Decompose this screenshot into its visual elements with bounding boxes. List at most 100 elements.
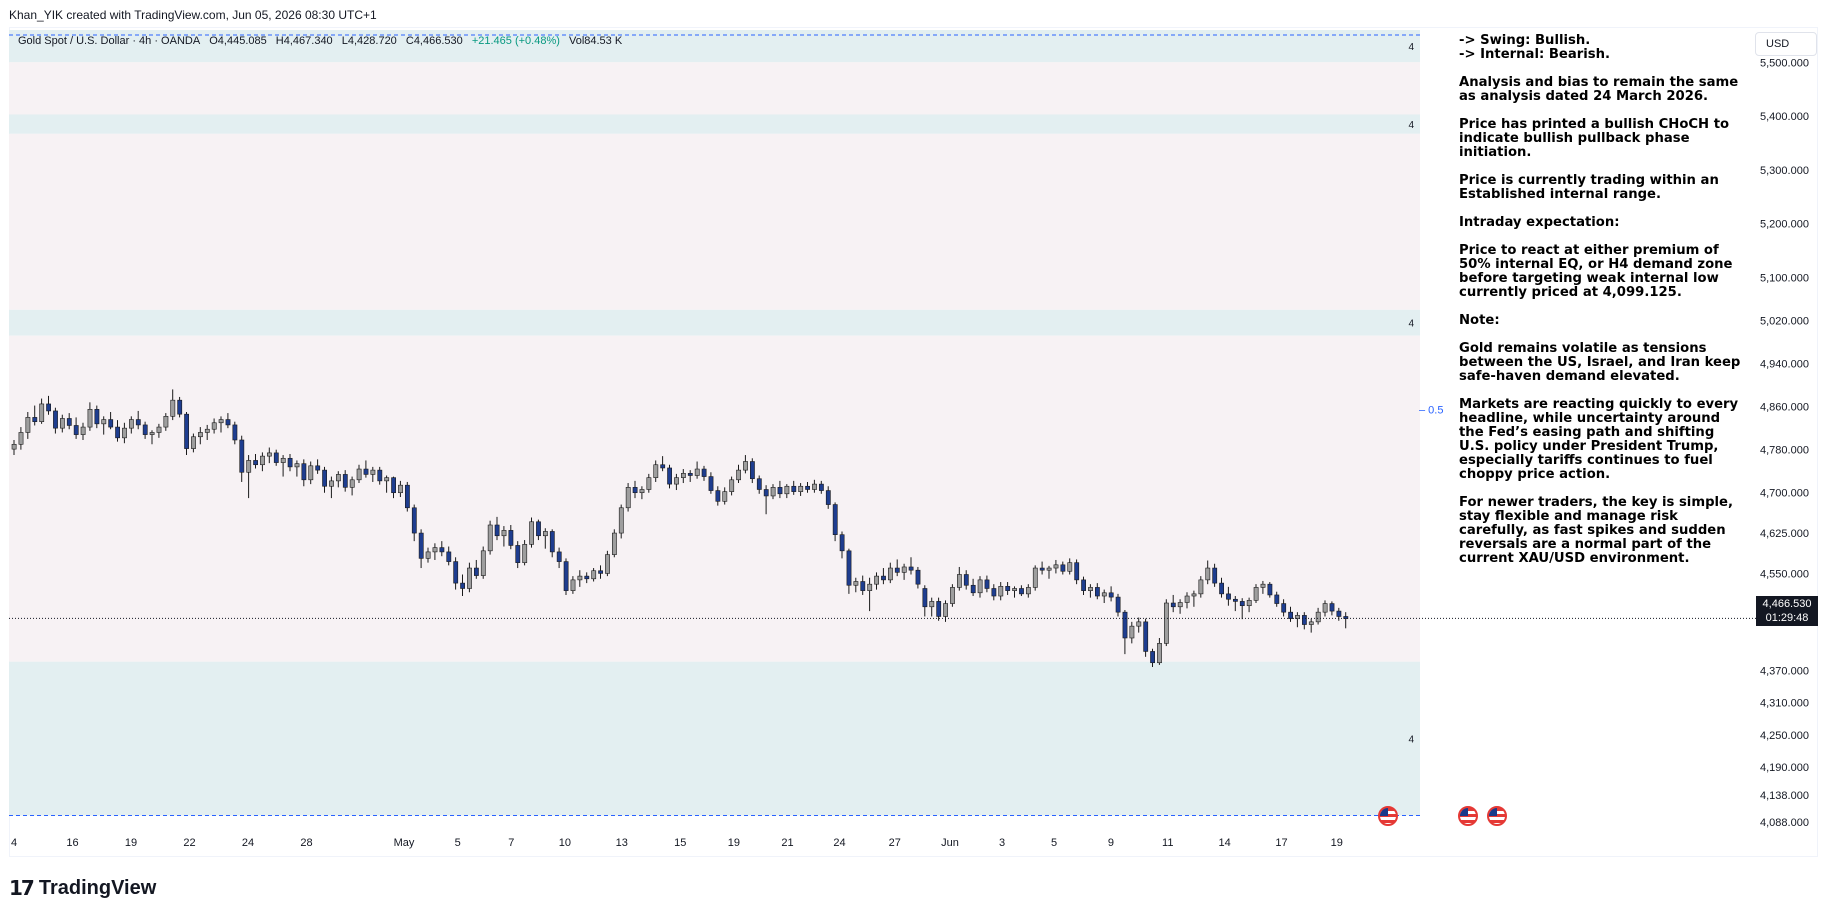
- candle-body: [1281, 603, 1287, 613]
- candle: [563, 558, 569, 595]
- candle-body: [335, 474, 341, 482]
- equilibrium-label: – 0.5: [1419, 404, 1443, 416]
- candle: [473, 559, 479, 579]
- candle-body: [411, 507, 417, 534]
- candle: [398, 480, 403, 498]
- candle: [1053, 559, 1059, 574]
- candle-body: [1129, 625, 1135, 639]
- us-flag-event-icon[interactable]: [1458, 806, 1478, 826]
- candle: [901, 563, 907, 580]
- candle-body: [625, 487, 631, 509]
- candle-body: [1095, 587, 1100, 597]
- candle: [280, 455, 286, 477]
- candle-body: [784, 485, 790, 495]
- candle-body: [639, 489, 645, 494]
- tradingview-logo-icon: 17: [9, 876, 35, 900]
- candle: [363, 460, 369, 478]
- x-tick-label: 10: [559, 837, 571, 849]
- candle: [660, 456, 666, 472]
- range-zone: [9, 114, 1420, 134]
- y-tick-label: 5,500.000: [1760, 57, 1809, 69]
- candle-body: [156, 426, 162, 433]
- candle-body: [998, 586, 1004, 597]
- candle-body: [370, 469, 376, 475]
- candle: [653, 460, 659, 482]
- candle-body: [1260, 583, 1266, 588]
- candle: [1088, 584, 1093, 598]
- candle: [556, 547, 562, 569]
- candle: [549, 529, 555, 558]
- candle: [163, 413, 169, 431]
- candle-body: [418, 532, 424, 559]
- candle-body: [1239, 601, 1245, 607]
- candle-body: [1267, 583, 1273, 596]
- candle: [1108, 586, 1114, 602]
- candle-body: [1164, 602, 1169, 644]
- candle: [508, 525, 514, 550]
- candle: [39, 398, 45, 424]
- candle-body: [1005, 586, 1011, 591]
- candle-body: [94, 409, 100, 425]
- tradingview-logo[interactable]: 17 TradingView: [9, 876, 156, 900]
- candle: [632, 480, 638, 499]
- candle-body: [384, 477, 390, 482]
- y-tick-label: 4,700.000: [1760, 488, 1809, 500]
- candle-body: [446, 551, 452, 562]
- candle: [832, 502, 838, 542]
- candle: [384, 475, 390, 493]
- candle: [1122, 610, 1128, 655]
- candle-body: [1343, 616, 1349, 619]
- y-tick-label: 5,400.000: [1760, 111, 1809, 123]
- legend-volume: Vol84.53 K: [568, 35, 623, 47]
- candle-body: [1253, 587, 1259, 601]
- candle: [59, 414, 65, 433]
- candle-body: [570, 579, 576, 591]
- candle-body: [950, 587, 955, 604]
- last-price-label: 4,466.530 01:29:48: [1756, 596, 1818, 626]
- candle: [73, 417, 79, 439]
- candle: [1281, 599, 1287, 617]
- candle-body: [322, 469, 327, 487]
- candle-body: [315, 465, 321, 471]
- y-tick-label: 4,138.000: [1760, 790, 1809, 802]
- candle: [708, 472, 714, 494]
- currency-selector[interactable]: USD: [1755, 32, 1817, 56]
- candle: [887, 562, 893, 584]
- us-flag-event-icon[interactable]: [1378, 806, 1398, 826]
- candle-body: [363, 468, 369, 475]
- candle-body: [536, 521, 541, 537]
- candle-body: [605, 554, 610, 574]
- candle: [977, 576, 983, 598]
- candle-body: [170, 399, 176, 417]
- candle-body: [1122, 611, 1128, 639]
- candle: [46, 395, 51, 415]
- candle: [584, 572, 590, 584]
- candle-body: [142, 424, 148, 435]
- candle-body: [32, 417, 38, 422]
- candle-body: [1191, 593, 1197, 597]
- candle-body: [1026, 587, 1031, 595]
- candle-body: [308, 465, 314, 481]
- candle-body: [584, 575, 590, 580]
- candle-body: [280, 457, 286, 463]
- candle-body: [708, 476, 714, 491]
- y-tick-label: 5,200.000: [1760, 219, 1809, 231]
- candle: [315, 459, 321, 474]
- candle-body: [791, 485, 797, 492]
- candle: [80, 422, 86, 440]
- y-tick-label: 4,625.000: [1760, 528, 1809, 540]
- candle-body: [46, 403, 51, 412]
- y-tick-label: 4,190.000: [1760, 762, 1809, 774]
- candle-body: [342, 474, 348, 488]
- candle: [225, 413, 231, 429]
- candle-body: [812, 483, 817, 490]
- us-flag-event-icon[interactable]: [1487, 806, 1507, 826]
- y-axis: 5,500.000 5,400.000 5,300.000 5,200.000 5,10…: [1760, 57, 1809, 829]
- candle: [432, 543, 438, 560]
- candle-body: [184, 413, 189, 449]
- candle-body: [549, 531, 555, 553]
- candle: [32, 405, 38, 426]
- candle-body: [798, 485, 804, 492]
- candle: [839, 531, 845, 559]
